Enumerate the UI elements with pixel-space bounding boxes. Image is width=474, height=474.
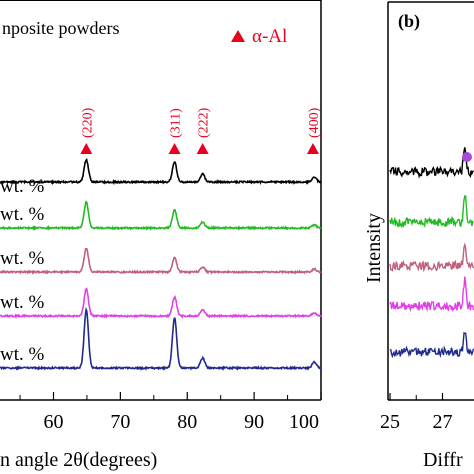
xrd-pattern-line bbox=[0, 287, 322, 320]
panel-a-x-tick-label: 90 bbox=[244, 411, 264, 433]
xrd-detail-line bbox=[389, 242, 474, 273]
series-label: wt. % bbox=[0, 204, 45, 225]
panel-a-title: nposite powders bbox=[2, 18, 119, 38]
series-label: wt. % bbox=[0, 292, 45, 313]
xrd-detail-line bbox=[389, 331, 474, 359]
xrd-detail-line bbox=[389, 195, 474, 229]
xrd-detail-line bbox=[389, 276, 474, 313]
panel-a-peak-markers: (220) (311) (222) (400) bbox=[80, 107, 322, 154]
series-label: wt. % bbox=[0, 248, 45, 269]
series-label: wt. % bbox=[0, 176, 45, 197]
panel-b: 25 27 (b) Intensity Diffr bbox=[363, 1, 474, 471]
panel-b-tick-labels: 25 27 bbox=[380, 411, 453, 433]
panel-a-x-tick-label: 100 bbox=[289, 411, 319, 433]
xrd-pattern-line bbox=[0, 157, 322, 186]
xrd-pattern-line bbox=[0, 306, 322, 371]
panel-a-series: wt. % wt. % wt. % wt. % wt. % bbox=[0, 157, 322, 371]
panel-a-x-axis-label: n angle 2θ(degrees) bbox=[0, 449, 157, 471]
panel-b-ticks bbox=[389, 393, 444, 400]
peak-hkl-label: (220) bbox=[80, 107, 95, 138]
legend-triangle-marker bbox=[231, 30, 245, 42]
peak-hkl-label: (222) bbox=[197, 107, 212, 138]
panel-b-series bbox=[389, 147, 474, 359]
panel-a-x-tick-label: 70 bbox=[110, 411, 130, 433]
panel-a-tick-labels: 60 70 80 90 100 bbox=[44, 411, 320, 433]
panel-a-x-tick-label: 60 bbox=[44, 411, 64, 433]
panel-b-phase-marker bbox=[462, 152, 472, 162]
alpha-al-peak-marker bbox=[306, 143, 319, 154]
panel-a: 60 70 80 90 100 (220) (311) (222) (400) wt. %wt… bbox=[0, 0, 322, 471]
series-label: wt. % bbox=[0, 344, 45, 365]
panel-a-x-tick-label: 80 bbox=[177, 411, 197, 433]
alpha-al-peak-marker bbox=[80, 143, 93, 154]
peak-hkl-label: (400) bbox=[307, 107, 322, 138]
alpha-al-peak-marker bbox=[168, 143, 181, 154]
panel-b-x-axis-label: Diffr bbox=[423, 449, 463, 471]
alpha-al-peak-marker bbox=[196, 143, 209, 154]
panel-b-label: (b) bbox=[398, 11, 420, 32]
panel-b-x-tick-label: 27 bbox=[433, 411, 453, 433]
legend-label: α-Al bbox=[252, 26, 287, 47]
xrd-pattern-line bbox=[0, 247, 322, 275]
peak-hkl-label: (311) bbox=[169, 108, 184, 138]
xrd-pattern-line bbox=[0, 200, 322, 231]
panel-b-y-axis-label: Intensity bbox=[363, 213, 385, 283]
xrd-detail-line bbox=[389, 147, 474, 179]
panel-a-ticks bbox=[19, 392, 322, 400]
panel-b-x-tick-label: 25 bbox=[380, 411, 400, 433]
